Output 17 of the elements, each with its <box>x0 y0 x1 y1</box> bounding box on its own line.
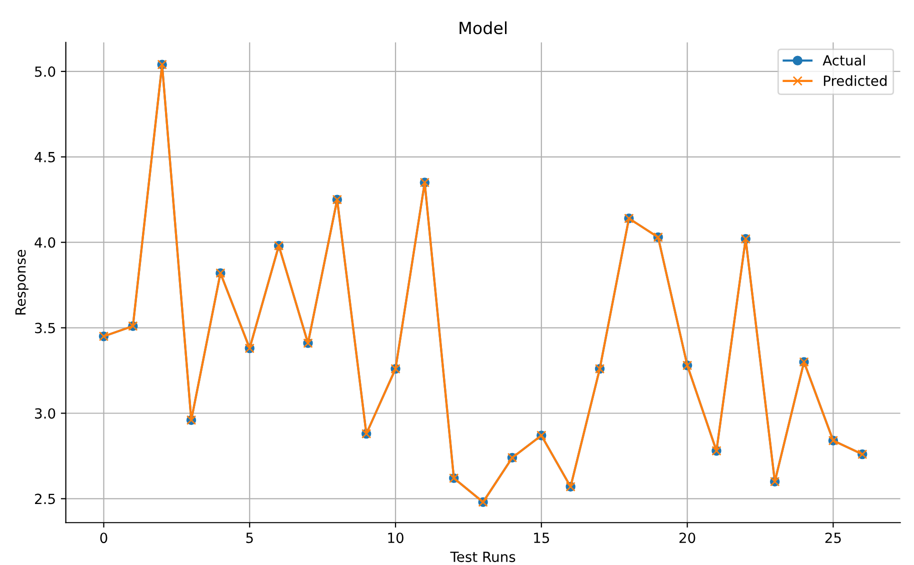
y-tick-label: 3.0 <box>35 408 56 419</box>
y-tick-label: 4.0 <box>34 237 56 248</box>
y-axis-title: Response <box>15 250 28 314</box>
x-tick-label: 15 <box>534 532 550 544</box>
y-tick-label: 5.0 <box>35 66 56 77</box>
y-tick-label: 2.5 <box>35 494 55 504</box>
x-tick-label: 5 <box>246 532 253 544</box>
chart-title: Model <box>460 21 507 34</box>
x-tick-label: 0 <box>100 532 108 544</box>
legend-label: Actual <box>822 54 865 66</box>
x-tick-label: 25 <box>825 532 841 544</box>
legend-label: Predicted <box>824 75 887 86</box>
x-tick-label: 10 <box>388 532 404 544</box>
y-tick-label: 3.5 <box>35 322 55 334</box>
x-tick-label: 20 <box>679 532 696 544</box>
x-axis-title: Test Runs <box>450 552 516 562</box>
y-tick-label: 4.5 <box>34 152 55 162</box>
